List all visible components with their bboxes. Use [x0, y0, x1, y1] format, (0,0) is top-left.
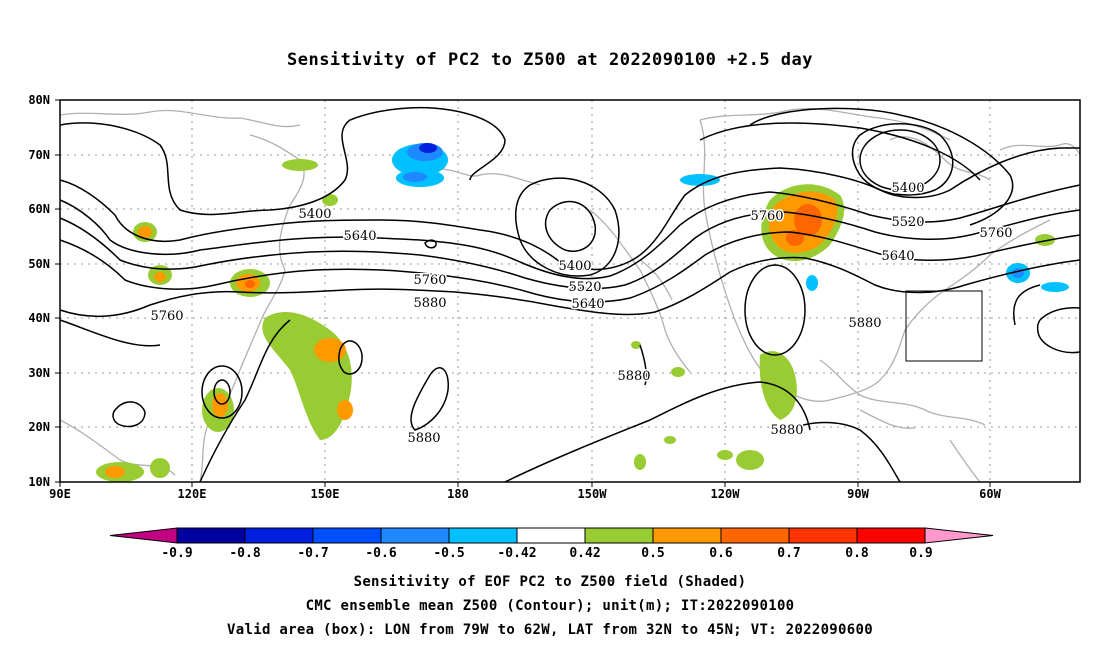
contour-labels: 5400 5640 5760 5880 5760 5400 5520 5640 … — [149, 180, 1014, 448]
contour-label: 5640 — [571, 297, 604, 312]
footer-line-1: Sensitivity of EOF PC2 to Z500 field (Sh… — [353, 574, 747, 590]
colorbar-cell — [380, 527, 450, 544]
negative-sensitivity-shading — [392, 143, 1069, 292]
colorbar-label: -0.42 — [497, 546, 536, 561]
colorbar-label: -0.9 — [161, 546, 192, 561]
contour-label: 5400 — [891, 181, 924, 196]
contour-label: 5520 — [568, 280, 601, 295]
colorbar-cell — [924, 527, 994, 544]
contour-label: 5760 — [750, 209, 783, 224]
shade-blob — [403, 172, 427, 182]
shade-blob — [671, 367, 685, 377]
lon-label: 150W — [578, 487, 608, 501]
lat-label: 20N — [28, 420, 50, 434]
footer-line-2: CMC ensemble mean Z500 (Contour); unit(m… — [305, 598, 795, 614]
colorbar-label: 0.8 — [845, 546, 869, 561]
colorbar-label: -0.6 — [365, 546, 396, 561]
lat-label: 60N — [28, 202, 50, 216]
tick-marks — [55, 99, 991, 487]
colorbar-label: -0.8 — [229, 546, 260, 561]
colorbar-label: -0.5 — [433, 546, 464, 561]
z500-contours — [59, 106, 1081, 483]
shade-blob — [105, 466, 125, 478]
lat-label: 80N — [28, 93, 50, 107]
shade-blob — [150, 458, 170, 478]
contour-label: 5520 — [891, 215, 924, 230]
lon-label: 180 — [447, 487, 469, 501]
lon-label: 120E — [178, 487, 207, 501]
contour-label: 5640 — [343, 229, 376, 244]
shade-blob — [1035, 234, 1055, 246]
lon-label: 90E — [49, 487, 71, 501]
colorbar-cell — [448, 527, 518, 544]
colorbar-label: -0.7 — [297, 546, 328, 561]
shade-blob — [806, 275, 818, 291]
footer-line-3: Valid area (box): LON from 79W to 62W, L… — [227, 622, 873, 638]
shade-blob — [736, 450, 764, 470]
contour-label: 5880 — [407, 431, 440, 446]
shade-blob — [419, 143, 437, 153]
coastlines — [59, 107, 1081, 483]
colorbar-cell — [788, 527, 858, 544]
colorbar-label: 0.42 — [569, 546, 600, 561]
latitude-labels: 80N 70N 60N 50N 40N 30N 20N 10N — [28, 93, 50, 489]
contour-label: 5880 — [848, 316, 881, 331]
shade-blob — [664, 436, 676, 444]
colorbar-cell — [652, 527, 722, 544]
shade-blob — [154, 272, 166, 282]
contour-label: 5760 — [413, 273, 446, 288]
colorbar-cell — [109, 527, 178, 544]
colorbar-cell — [312, 527, 382, 544]
contour-label: 5880 — [413, 296, 446, 311]
shade-blob — [337, 400, 353, 420]
lon-label: 150E — [311, 487, 340, 501]
colorbar-cell — [720, 527, 790, 544]
shade-blob — [634, 454, 646, 470]
shade-blob — [314, 338, 346, 362]
lat-label: 30N — [28, 366, 50, 380]
shade-blob — [282, 159, 318, 171]
shade-blob — [1041, 282, 1069, 292]
shade-blob — [322, 194, 338, 206]
shade-blob — [794, 204, 822, 236]
shade-blob — [680, 174, 720, 186]
valid-area-box — [905, 290, 983, 362]
contour-label: 5760 — [150, 309, 183, 324]
colorbar — [109, 527, 994, 544]
contour-label: 5880 — [617, 369, 650, 384]
shade-blob — [138, 226, 152, 238]
shade-blob — [245, 280, 255, 288]
colorbar-cell — [856, 527, 926, 544]
lon-label: 90W — [847, 487, 869, 501]
contour-label: 5400 — [558, 259, 591, 274]
colorbar-cell — [516, 527, 586, 544]
colorbar-label: 0.7 — [777, 546, 800, 561]
shade-blob — [759, 351, 797, 420]
colorbar-label: 0.6 — [709, 546, 733, 561]
lat-label: 50N — [28, 257, 50, 271]
colorbar-label: 0.5 — [641, 546, 664, 561]
colorbar-labels: -0.9 -0.8 -0.7 -0.6 -0.5 -0.42 0.42 0.5 … — [161, 546, 932, 561]
lon-label: 60W — [979, 487, 1001, 501]
lat-label: 40N — [28, 311, 50, 325]
contour-label: 5760 — [979, 226, 1012, 241]
longitude-labels: 90E 120E 150E 180 150W 120W 90W 60W — [49, 487, 1001, 501]
contour-label: 5400 — [298, 207, 331, 222]
map-title: Sensitivity of PC2 to Z500 at 2022090100… — [286, 50, 813, 70]
colorbar-cell — [176, 527, 246, 544]
lon-label: 120W — [711, 487, 741, 501]
contour-label: 5880 — [770, 423, 803, 438]
colorbar-cell — [244, 527, 314, 544]
contour-label: 5640 — [881, 249, 914, 264]
colorbar-cell — [584, 527, 654, 544]
lat-label: 70N — [28, 148, 50, 162]
colorbar-label: 0.9 — [909, 546, 932, 561]
shade-blob — [631, 341, 641, 349]
shade-blob — [717, 450, 733, 460]
lat-label: 10N — [28, 475, 50, 489]
